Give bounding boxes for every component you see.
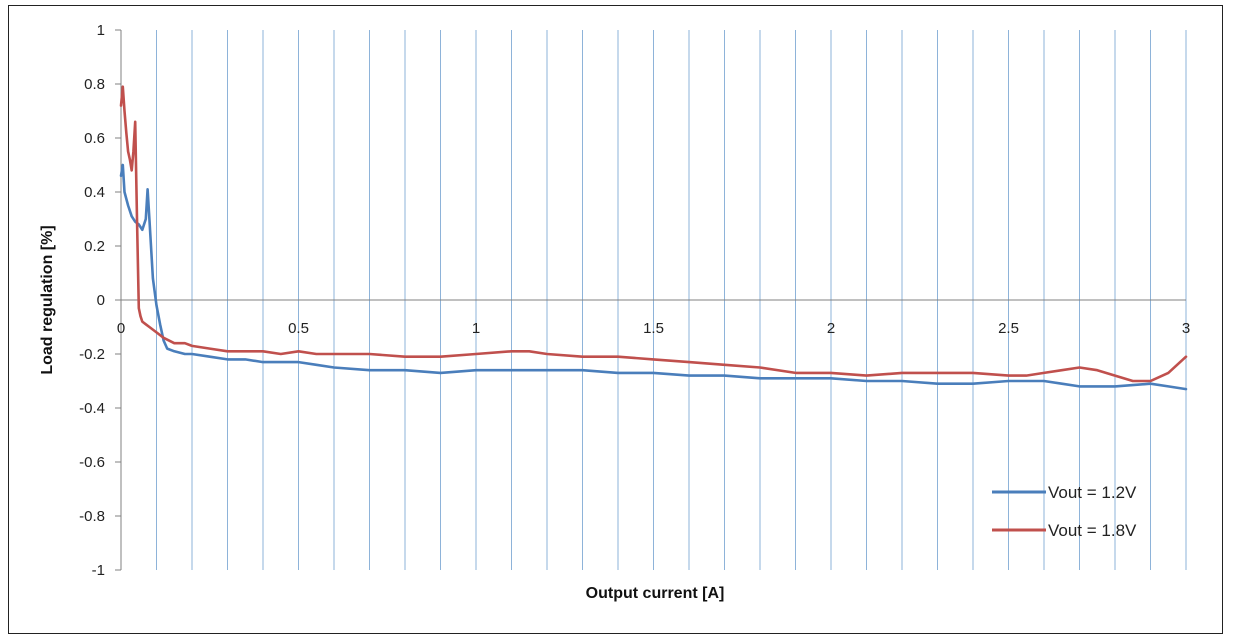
x-tick-label: 0.5 [288,320,309,337]
series-lines [119,85,1188,391]
y-tick-label: 0 [97,292,105,309]
y-tick-label: -1 [92,562,105,579]
y-tick-label: 1 [97,22,105,39]
y-tick-label: 0.8 [84,76,105,93]
axes [115,29,1186,571]
y-tick-label: -0.4 [79,400,105,417]
x-tick-label: 1.5 [643,320,664,337]
tick-labels: 1 0.8 0.6 0.4 0.2 0 -0.2 -0.4 -0.6 -0.8 -1 0 0.5 1 1.5… [79,22,1190,579]
y-tick-label: -0.8 [79,508,105,525]
legend: Vout = 1.2V Vout = 1.8V [992,483,1137,540]
legend-label-series-2: Vout = 1.8V [1048,521,1137,540]
x-tick-label: 2.5 [998,320,1019,337]
series-line-2 [119,85,1188,383]
x-tick-label: 1 [472,320,480,337]
series-line-1 [119,163,1188,391]
y-tick-label: -0.6 [79,454,105,471]
legend-label-series-1: Vout = 1.2V [1048,483,1137,502]
y-axis-title: Load regulation [%] [39,225,56,374]
y-tick-label: 0.6 [84,130,105,147]
x-tick-label: 2 [827,320,835,337]
y-tick-label: -0.2 [79,346,105,363]
x-tick-label: 3 [1182,320,1190,337]
y-tick-label: 0.2 [84,238,105,255]
x-tick-label: 0 [117,320,125,337]
x-axis-title: Output current [A] [586,585,725,602]
y-tick-label: 0.4 [84,184,105,201]
